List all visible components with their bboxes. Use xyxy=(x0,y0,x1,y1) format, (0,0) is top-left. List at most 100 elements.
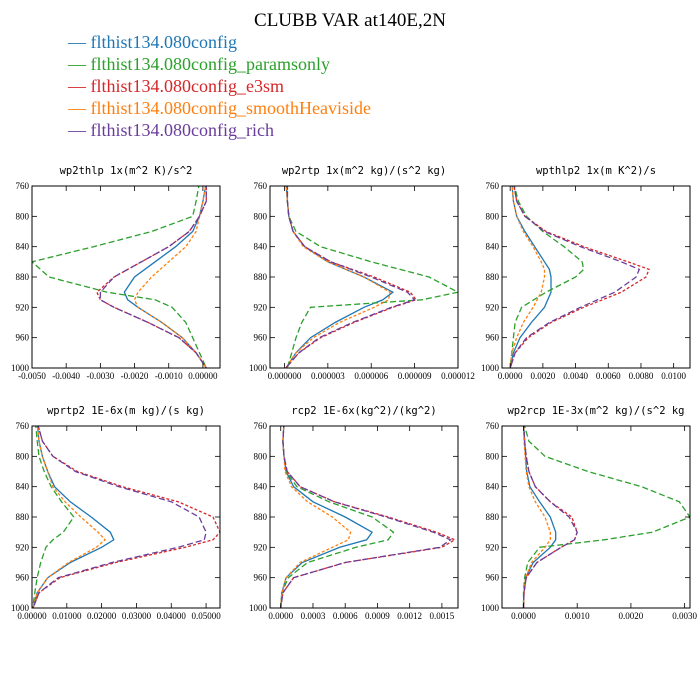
series-line xyxy=(509,186,546,368)
series-line xyxy=(522,426,557,608)
x-tick-label: 0.0000 xyxy=(511,611,536,621)
y-tick-label: 920 xyxy=(16,542,30,552)
x-tick-label: 0.0009 xyxy=(365,611,390,621)
series-line xyxy=(32,426,75,608)
x-tick-label: 0.0012 xyxy=(397,611,422,621)
plot-frame xyxy=(31,425,221,609)
y-tick-label: 1000 xyxy=(249,603,268,613)
legend-label: flthist134.080config_paramsonly xyxy=(91,54,330,74)
series-line xyxy=(285,186,418,368)
legend-label: flthist134.080config_e3sm xyxy=(91,76,284,96)
y-tick-label: 800 xyxy=(16,211,30,221)
x-tick-label: 0.000000 xyxy=(268,371,302,381)
panel-title: wpthlp2 1x(m K^2)/s xyxy=(536,165,656,177)
y-tick-label: 1000 xyxy=(11,603,30,613)
y-tick-label: 880 xyxy=(254,512,268,522)
y-tick-label: 960 xyxy=(254,573,268,583)
x-tick-label: 0.00000 xyxy=(188,371,218,381)
y-tick-label: 880 xyxy=(16,512,30,522)
panel-title: wprtp2 1E-6x(m kg)/(s kg) xyxy=(47,405,205,417)
y-tick-label: 800 xyxy=(16,451,30,461)
y-tick-label: 880 xyxy=(254,272,268,282)
panel-title: wp2rcp 1E-3x(m^2 kg)/(s^2 kg xyxy=(507,405,684,417)
series-line xyxy=(285,186,416,368)
series-line xyxy=(96,186,207,368)
x-tick-label: 0.0015 xyxy=(430,611,455,621)
chart-panel: wprtp2 1E-6x(m kg)/(s kg) 760 800 840 880 920… xyxy=(11,405,221,621)
plot-frame xyxy=(501,425,691,609)
x-tick-label: 0.0003 xyxy=(301,611,326,621)
x-tick-label: 0.000003 xyxy=(311,371,345,381)
series-line xyxy=(509,186,650,368)
x-tick-label: 0.0030 xyxy=(672,611,697,621)
y-tick-label: 960 xyxy=(254,333,268,343)
x-tick-label: 0.0010 xyxy=(565,611,590,621)
y-tick-label: 1000 xyxy=(11,363,30,373)
series-line xyxy=(285,186,395,368)
x-tick-label: 0.02000 xyxy=(87,611,117,621)
y-tick-label: 1000 xyxy=(481,603,500,613)
y-tick-label: 1000 xyxy=(481,363,500,373)
panel-title: wp2rtp 1x(m^2 kg)/(s^2 kg) xyxy=(282,165,446,177)
y-tick-label: 760 xyxy=(486,421,500,431)
legend-item: — flthist134.080config_paramsonly xyxy=(67,54,330,74)
y-tick-label: 920 xyxy=(254,542,268,552)
series-line xyxy=(32,426,220,608)
y-tick-label: 880 xyxy=(486,272,500,282)
chart-panel: wp2thlp 1x(m^2 K)/s^2 760 800 840 880 920 960 1… xyxy=(11,165,221,381)
x-tick-label: -0.0030 xyxy=(86,371,114,381)
y-tick-label: 960 xyxy=(486,333,500,343)
plot-frame xyxy=(269,425,459,609)
chart-panel: wp2rcp 1E-3x(m^2 kg)/(s^2 kg 760 800 840 880… xyxy=(481,405,698,621)
x-tick-label: 0.04000 xyxy=(157,611,187,621)
series-line xyxy=(99,186,207,368)
x-tick-label: 0.05000 xyxy=(191,611,221,621)
x-tick-label: 0.03000 xyxy=(122,611,152,621)
x-tick-label: -0.0050 xyxy=(18,371,46,381)
legend-marker: — xyxy=(67,120,91,140)
y-tick-label: 880 xyxy=(486,512,500,522)
y-tick-label: 920 xyxy=(486,302,500,312)
y-tick-label: 840 xyxy=(486,242,500,252)
y-tick-label: 1000 xyxy=(249,363,268,373)
x-tick-label: -0.0020 xyxy=(121,371,149,381)
y-tick-label: 840 xyxy=(486,482,500,492)
legend-marker: — xyxy=(67,98,91,118)
y-tick-label: 760 xyxy=(16,181,30,191)
y-tick-label: 840 xyxy=(254,482,268,492)
series-line xyxy=(280,426,452,608)
x-tick-label: 0.000012 xyxy=(441,371,475,381)
x-tick-label: 0.000006 xyxy=(354,371,388,381)
y-tick-label: 800 xyxy=(486,451,500,461)
series-line xyxy=(522,426,551,608)
panel-title: wp2thlp 1x(m^2 K)/s^2 xyxy=(60,165,193,177)
y-tick-label: 840 xyxy=(254,242,268,252)
x-tick-label: 0.0100 xyxy=(661,371,686,381)
y-tick-label: 960 xyxy=(16,573,30,583)
legend-label: flthist134.080config xyxy=(91,32,238,52)
plot-frame xyxy=(501,185,691,369)
panels: wp2thlp 1x(m^2 K)/s^2 760 800 840 880 920 960 1… xyxy=(11,165,698,621)
legend-item: — flthist134.080config_smoothHeaviside xyxy=(67,98,371,118)
x-tick-label: 0.0020 xyxy=(619,611,644,621)
series-line xyxy=(286,186,458,368)
y-tick-label: 880 xyxy=(16,272,30,282)
chart-panel: wpthlp2 1x(m K^2)/s 760 800 840 880 920 960 100… xyxy=(481,165,691,381)
y-tick-label: 920 xyxy=(254,302,268,312)
y-tick-label: 840 xyxy=(16,482,30,492)
x-tick-label: 0.0060 xyxy=(596,371,621,381)
series-line xyxy=(32,426,107,608)
legend-label: flthist134.080config_rich xyxy=(91,120,274,140)
y-tick-label: 840 xyxy=(16,242,30,252)
series-line xyxy=(280,426,374,608)
panel-title: rcp2 1E-6x(kg^2)/(kg^2) xyxy=(291,405,436,417)
x-tick-label: 0.00000 xyxy=(17,611,47,621)
y-tick-label: 920 xyxy=(486,542,500,552)
series-line xyxy=(522,426,578,608)
x-tick-label: 0.0000 xyxy=(498,371,523,381)
series-line xyxy=(32,426,207,608)
legend-marker: — xyxy=(67,76,91,96)
chart-panel: wp2rtp 1x(m^2 kg)/(s^2 kg) 760 800 840 880 92… xyxy=(249,165,475,381)
series-line xyxy=(522,426,690,608)
